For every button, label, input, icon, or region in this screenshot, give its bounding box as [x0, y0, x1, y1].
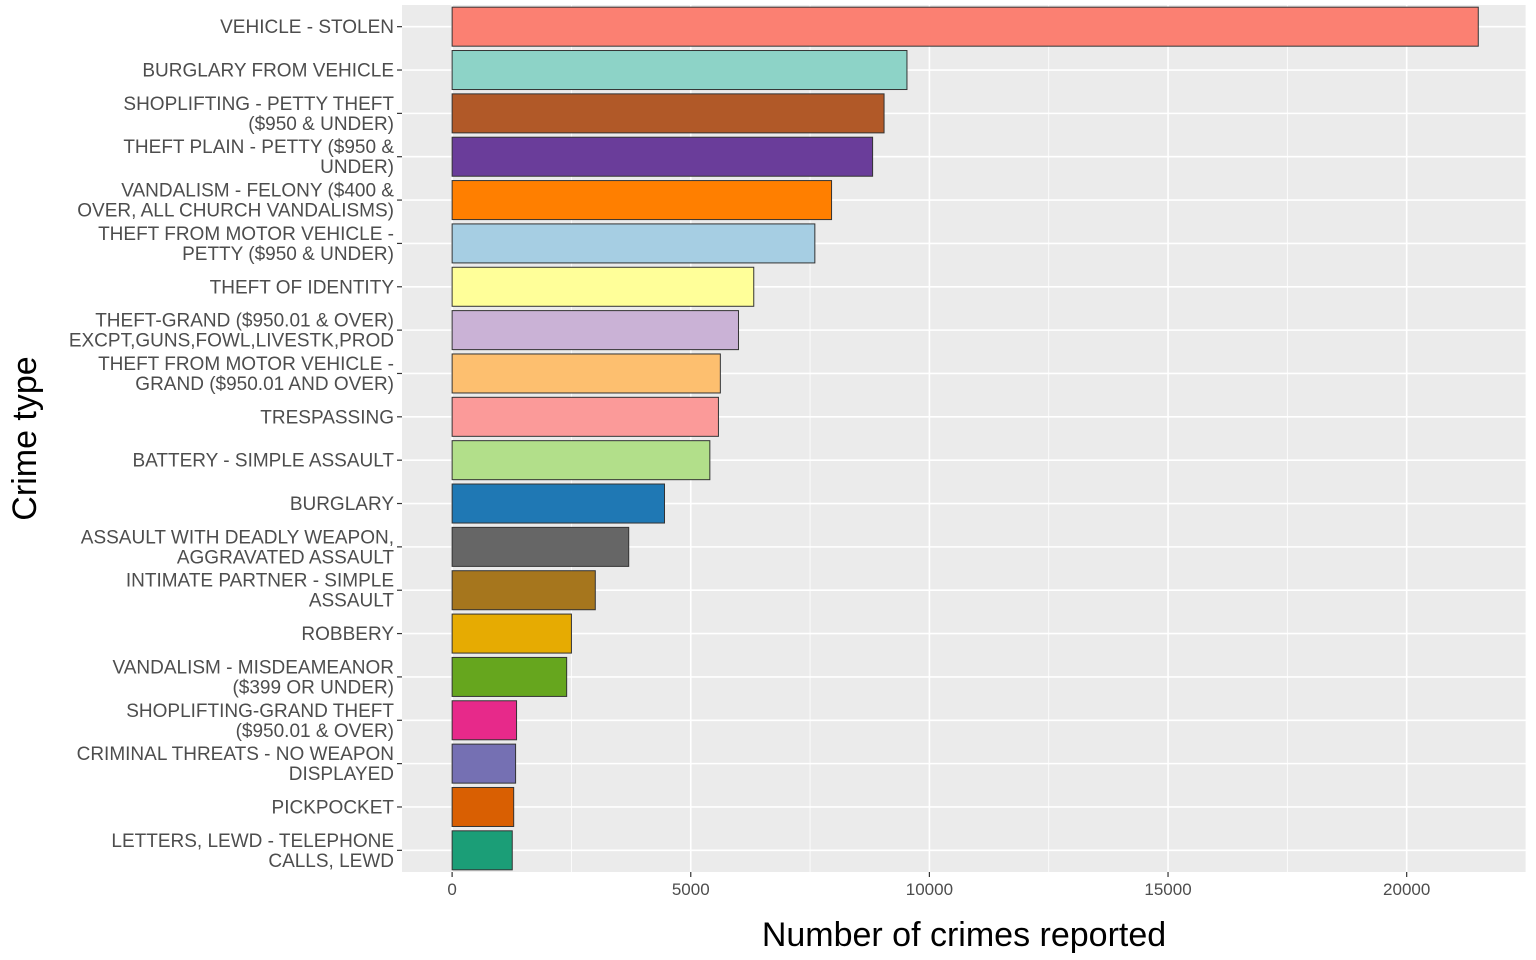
- bar: [451, 50, 908, 91]
- category-label: AGGRAVATED ASSAULT: [177, 547, 395, 568]
- category-label: CRIMINAL THREATS - NO WEAPON: [77, 744, 394, 765]
- category-label: GRAND ($950.01 AND OVER): [135, 374, 394, 395]
- category-label: BATTERY - SIMPLE ASSAULT: [132, 451, 394, 472]
- category-label: BURGLARY FROM VEHICLE: [142, 61, 394, 82]
- bar: [451, 396, 719, 437]
- category-label: PICKPOCKET: [272, 797, 395, 818]
- x-tick-label: 10000: [906, 880, 953, 899]
- category-label: EXCPT,GUNS,FOWL,LIVESTK,PROD: [69, 331, 394, 352]
- bar: [451, 830, 513, 871]
- bar: [451, 136, 874, 177]
- category-label: UNDER): [320, 157, 394, 178]
- category-label: THEFT FROM MOTOR VEHICLE -: [98, 224, 394, 245]
- bar: [451, 223, 816, 264]
- category-label: ASSAULT: [309, 591, 395, 612]
- bar: [451, 700, 518, 741]
- category-label: CALLS, LEWD: [268, 851, 394, 872]
- y-axis-title: Crime type: [6, 356, 44, 520]
- bar: [451, 786, 515, 827]
- bar: [451, 570, 596, 611]
- category-label: OVER, ALL CHURCH VANDALISMS): [77, 201, 394, 222]
- bars: [451, 6, 1479, 871]
- category-label: ASSAULT WITH DEADLY WEAPON,: [81, 527, 394, 548]
- category-label: INTIMATE PARTNER - SIMPLE: [126, 571, 394, 592]
- category-labels: VEHICLE - STOLEN BURGLARY FROM VEHICLE SHO…: [69, 17, 402, 872]
- x-tick-label: 5000: [672, 880, 710, 899]
- category-label: ($950 & UNDER): [248, 114, 394, 135]
- category-label: THEFT-GRAND ($950.01 & OVER): [95, 311, 394, 332]
- category-label: DISPLAYED: [289, 764, 394, 785]
- category-label: SHOPLIFTING - PETTY THEFT: [123, 94, 394, 115]
- category-label: THEFT FROM MOTOR VEHICLE -: [98, 354, 394, 375]
- category-label: THEFT OF IDENTITY: [210, 277, 395, 298]
- category-label: VANDALISM - FELONY ($400 &: [121, 181, 394, 202]
- bar: [451, 310, 739, 351]
- x-tick-label: 0: [447, 880, 456, 899]
- x-tick-label: 15000: [1144, 880, 1191, 899]
- category-label: BURGLARY: [290, 494, 395, 515]
- category-label: LETTERS, LEWD - TELEPHONE: [111, 831, 394, 852]
- category-label: VEHICLE - STOLEN: [220, 17, 394, 38]
- x-tick-label: 20000: [1383, 880, 1430, 899]
- bar: [451, 180, 833, 221]
- bar: [451, 266, 755, 307]
- bar: [451, 483, 666, 524]
- x-axis-title: Number of crimes reported: [762, 916, 1166, 954]
- x-axis-ticks: 0 5000 10000 15000 20000: [447, 872, 1430, 899]
- category-label: TRESPASSING: [260, 407, 394, 428]
- bar: [451, 526, 630, 567]
- bar: [451, 440, 711, 481]
- category-label: ROBBERY: [301, 624, 394, 645]
- category-label: PETTY ($950 & UNDER): [182, 244, 394, 265]
- category-label: VANDALISM - MISDEAMEANOR: [112, 657, 394, 678]
- plot-panel: [402, 5, 1526, 872]
- category-label: ($399 OR UNDER): [232, 677, 394, 698]
- bar: [451, 6, 1479, 47]
- category-label: SHOPLIFTING-GRAND THEFT: [126, 701, 394, 722]
- bar: [451, 613, 572, 654]
- category-label: ($950.01 & OVER): [236, 721, 394, 742]
- bar: [451, 656, 568, 697]
- bar: [451, 93, 885, 134]
- bar: [451, 743, 517, 784]
- category-label: THEFT PLAIN - PETTY ($950 &: [123, 137, 394, 158]
- bar: [451, 353, 721, 394]
